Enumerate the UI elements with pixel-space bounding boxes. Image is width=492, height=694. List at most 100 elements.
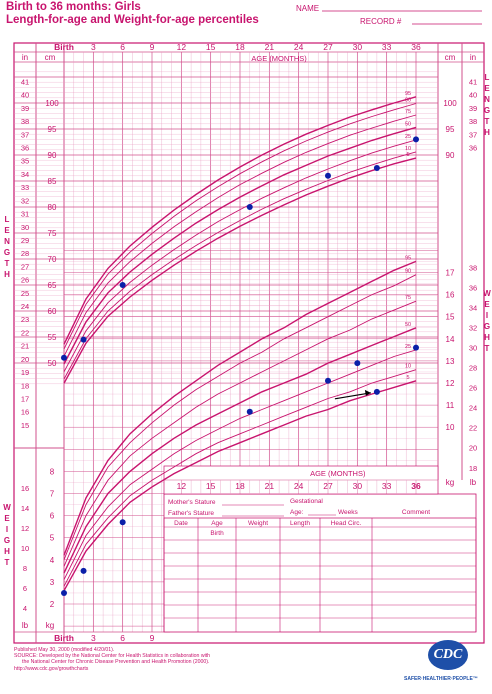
weight-p25-curve <box>63 349 417 580</box>
mothers-stature-label: Mother's Stature <box>168 499 216 506</box>
length-cm-tick-label: 100 <box>45 99 59 108</box>
weight-measurement-point[interactable] <box>61 589 67 596</box>
right-weight-side-label: G <box>484 322 490 331</box>
gestational-age-label: Age: <box>290 509 304 516</box>
length-in-tick-label: 32 <box>21 196 29 205</box>
length-in-tick-label: 41 <box>21 77 29 86</box>
right-length-cm-tick-label: 90 <box>446 151 455 160</box>
length-in-tick-label: 34 <box>21 170 29 179</box>
left-weight-side-label: T <box>5 558 10 567</box>
length-measurement-point[interactable] <box>80 336 87 343</box>
weight-p50-label: 50 <box>405 322 411 328</box>
weight-age-tick-label: 18 <box>235 481 245 491</box>
weight-measurement-point[interactable] <box>325 377 331 384</box>
length-in-tick-label: 21 <box>21 342 29 351</box>
length-in-tick-label: 28 <box>21 249 29 258</box>
length-in-tick-label: 16 <box>21 408 29 417</box>
right-length-in-tick-label: 41 <box>469 77 477 86</box>
top-age-tick-label: 9 <box>150 42 155 52</box>
left-weight-lb-tick-label: 6 <box>23 584 27 593</box>
footer-source: SOURCE: Developed by the National Center… <box>14 653 211 659</box>
length-in-tick-label: 27 <box>21 262 29 271</box>
length-in-tick-label: 23 <box>21 315 29 324</box>
length-cm-tick-label: 60 <box>48 307 57 316</box>
top-age-tick-label: 15 <box>206 42 216 52</box>
weight-age-tick-label: 30 <box>353 481 363 491</box>
top-age-tick-label: 6 <box>120 42 125 52</box>
right-weight-lb-tick-label: 18 <box>469 464 477 473</box>
weight-p5-label: 5 <box>406 375 409 381</box>
length-in-tick-label: 29 <box>21 236 29 245</box>
left-weight-lb-tick-label: 12 <box>21 524 29 533</box>
length-in-tick-label: 37 <box>21 130 29 139</box>
length-cm-tick-label: 65 <box>48 281 57 290</box>
footer-url[interactable]: http://www.cdc.gov/growthcharts <box>14 666 89 672</box>
length-measurement-point[interactable] <box>119 282 126 288</box>
weight-age-tick-label: 15 <box>206 481 216 491</box>
length-measurement-point[interactable] <box>373 165 380 171</box>
weight-measurement-point[interactable] <box>413 344 419 351</box>
weight-p5-curve <box>63 380 417 592</box>
length-measurement-point[interactable] <box>413 136 419 143</box>
length-p90-curve <box>63 103 417 350</box>
length-measurement-point[interactable] <box>61 354 67 361</box>
right-weight-lb-tick-label: 26 <box>469 384 477 393</box>
right-weight-kg-tick-label: 10 <box>446 423 455 432</box>
length-p50-curve <box>63 126 417 365</box>
right-weight-kg-tick-label: 13 <box>446 357 455 366</box>
col-length-header: Length <box>290 520 310 527</box>
bottom-age-tick-label: 3 <box>91 633 96 643</box>
weight-age-tick-label: 27 <box>323 481 333 491</box>
weight-measurement-point[interactable] <box>246 408 253 415</box>
top-age-tick-label: 36 <box>411 42 421 52</box>
weight-age-tick-label: 12 <box>177 481 187 491</box>
weight-measurement-point[interactable] <box>119 519 126 526</box>
length-cm-tick-label: 95 <box>48 125 57 134</box>
cdc-logo-icon: CDC <box>428 640 468 670</box>
length-p5-label: 5 <box>406 152 409 158</box>
measurement-points <box>61 136 419 596</box>
length-p5-curve <box>63 157 417 384</box>
weight-measurement-point[interactable] <box>80 567 87 574</box>
right-length-cm-tick-label: 100 <box>443 99 457 108</box>
length-p95-label: 95 <box>405 91 411 97</box>
length-p75-curve <box>63 114 417 357</box>
weight-measurement-point[interactable] <box>354 360 361 367</box>
left-weight-side-label: W <box>3 503 11 512</box>
length-cm-tick-label: 80 <box>48 203 57 212</box>
weight-measurement-point[interactable] <box>373 388 380 395</box>
right-lb-unit-label: lb <box>470 478 477 487</box>
left-weight-kg-tick-label: 3 <box>50 578 55 587</box>
length-in-tick-label: 40 <box>21 91 29 100</box>
length-cm-tick-label: 55 <box>48 333 57 342</box>
length-in-tick-label: 35 <box>21 157 29 166</box>
length-measurement-point[interactable] <box>325 172 331 179</box>
length-in-tick-label: 17 <box>21 394 29 403</box>
right-weight-lb-tick-label: 36 <box>469 283 477 292</box>
right-length-side-label: T <box>485 117 490 126</box>
right-length-in-tick-label: 38 <box>469 117 477 126</box>
right-weight-lb-tick-label: 20 <box>469 444 477 453</box>
top-age-tick-label: 21 <box>265 42 275 52</box>
top-age-tick-label: 24 <box>294 42 304 52</box>
length-in-tick-label: 38 <box>21 117 29 126</box>
right-kg-unit-label: kg <box>446 478 454 487</box>
right-length-side-label: L <box>485 73 490 82</box>
left-length-side-label: E <box>4 226 10 235</box>
weight-p75-label: 75 <box>405 295 411 301</box>
length-in-tick-label: 33 <box>21 183 29 192</box>
length-measurement-point[interactable] <box>246 204 253 210</box>
left-length-side-label: N <box>4 237 10 246</box>
right-weight-side-label: I <box>486 311 488 320</box>
weight-age-axis-label: AGE (MONTHS) <box>310 469 366 478</box>
top-age-tick-label: 27 <box>323 42 333 52</box>
bottom-age-tick-label: 6 <box>120 633 125 643</box>
right-in-unit-label: in <box>470 53 476 62</box>
weight-p10-curve <box>63 369 417 587</box>
left-weight-kg-tick-label: 6 <box>50 512 55 521</box>
top-age-tick-label: 18 <box>235 42 245 52</box>
right-weight-kg-tick-label: 12 <box>446 379 455 388</box>
top-age-tick-label: 3 <box>91 42 96 52</box>
right-weight-lb-tick-label: 24 <box>469 404 477 413</box>
right-weight-side-label: W <box>483 289 491 298</box>
